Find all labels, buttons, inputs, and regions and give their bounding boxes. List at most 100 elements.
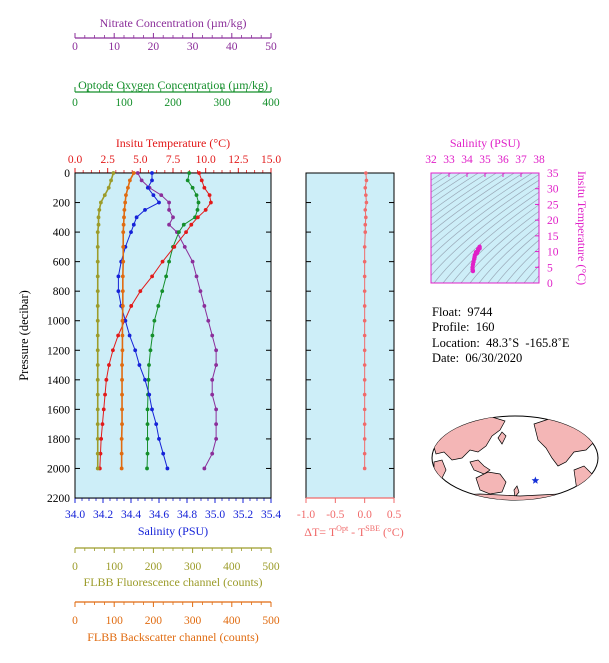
salinity-point <box>129 230 133 234</box>
temperature-point <box>104 377 109 382</box>
temperature-point <box>98 451 103 456</box>
nitrate-point <box>206 318 211 323</box>
backscatter-point <box>121 230 126 234</box>
backscatter-point <box>121 244 126 249</box>
salinity-point <box>137 363 142 367</box>
salinity-point <box>123 318 128 323</box>
nitrate-point <box>182 244 187 249</box>
temperature-point <box>207 193 212 198</box>
dt-point <box>362 318 367 323</box>
nitrate-point <box>214 437 219 441</box>
oxygen-point <box>187 171 192 175</box>
nitrate-point <box>139 178 144 183</box>
fluorescence-point <box>95 318 100 323</box>
salinity-axis-tick-label: 35.4 <box>261 509 281 521</box>
ts-isopycnal <box>523 265 539 283</box>
salinity-point <box>116 274 121 279</box>
pressure-tick-label: 1200 <box>47 345 70 357</box>
top-axes: 0 10 20 30 40 50 Nitrate Concentration (µm/kg)… <box>68 16 281 174</box>
salinity-axis-tick-label: 34.2 <box>93 509 113 521</box>
salinity-point <box>116 289 121 294</box>
pressure-tick-label: 2200 <box>47 493 70 505</box>
dt-point <box>362 422 367 426</box>
dt-panel <box>305 172 395 499</box>
fluorescence-point <box>95 422 100 427</box>
salinity-axis-tick-label: 35.0 <box>205 509 225 521</box>
salinity-point <box>131 222 136 227</box>
temperature-point <box>197 171 202 175</box>
oxygen-axis-tick-label: 200 <box>164 97 182 109</box>
fluorescence-point <box>95 289 100 294</box>
nitrate-point <box>214 422 219 427</box>
backscatter-point <box>124 193 128 198</box>
nitrate-axis-tick-label: 30 <box>187 41 199 53</box>
backscatter-point <box>120 289 125 294</box>
fluorescence-point <box>95 304 100 308</box>
nitrate-point <box>167 208 171 212</box>
nitrate-point <box>198 289 203 294</box>
dt-point <box>362 245 367 249</box>
nitrate-point <box>159 193 164 198</box>
backscatter-axis-tick-label: 500 <box>262 615 280 627</box>
dt-point <box>363 222 368 227</box>
oxygen-point <box>176 230 181 234</box>
oxygen-point <box>145 407 150 412</box>
backscatter-axis-label: FLBB Backscatter channel (counts) <box>87 630 259 644</box>
temperature-point <box>101 407 106 412</box>
profile-number: Profile: 160 <box>432 320 495 334</box>
dt-point <box>362 378 367 382</box>
ts-x-tick-label: 34 <box>461 154 473 166</box>
nitrate-axis-tick-label: 50 <box>265 41 277 53</box>
backscatter-point <box>119 466 124 471</box>
backscatter-point <box>131 171 136 175</box>
backscatter-axis-tick-label: 300 <box>184 615 202 627</box>
fluorescence-point <box>95 466 100 471</box>
salinity-point <box>147 392 152 397</box>
fluorescence-axis-tick-label: 300 <box>184 561 202 573</box>
nitrate-axis-tick-label: 40 <box>226 41 238 53</box>
ts-y-tick-label: 0 <box>547 278 553 290</box>
oxygen-point <box>164 274 169 279</box>
fluorescence-axis-tick-label: 100 <box>106 561 124 573</box>
ts-isopycnal <box>431 173 488 212</box>
ts-isopycnal <box>431 185 539 277</box>
ts-y-tick-label: 30 <box>547 184 559 196</box>
oxygen-axis-tick-label: 100 <box>115 97 133 109</box>
dt-x-tick-label: 0.0 <box>357 509 372 521</box>
salinity-point <box>145 185 150 190</box>
salinity-point <box>150 171 154 175</box>
ts-isopycnal <box>431 173 497 219</box>
temperature-point <box>202 185 207 190</box>
bottom-axes: 34.0 34.2 34.4 34.6 34.8 35.0 35.2 35.4 Salinity… <box>65 497 281 644</box>
nitrate-point <box>214 348 219 353</box>
temperature-point <box>184 230 188 234</box>
float-id: Float: 9744 <box>432 305 493 319</box>
backscatter-point <box>123 200 128 205</box>
dt-point <box>362 333 367 338</box>
ts-x-tick-label: 32 <box>425 154 437 166</box>
salinity-axis-tick-label: 35.2 <box>233 509 253 521</box>
oxygen-axis-label: Optode Oxygen Concentration (µm/kg) <box>78 78 268 92</box>
backscatter-point <box>120 377 124 382</box>
temperature-point <box>110 348 115 353</box>
backscatter-point <box>120 363 124 367</box>
fluorescence-point <box>95 348 100 353</box>
map-landmass <box>589 416 598 427</box>
dt-point <box>362 348 367 353</box>
dt-x-axis-label: ΔT= TOpt - TSBE (°C) <box>304 524 404 539</box>
fluorescence-point <box>95 363 100 367</box>
pressure-tick-label: 0 <box>64 168 70 180</box>
fluorescence-point <box>95 333 100 338</box>
float-location-marker <box>531 476 540 484</box>
nitrate-point <box>194 274 199 279</box>
pressure-tick-label: 1800 <box>47 434 70 446</box>
profile-y-axis: 0 200 400 600 800 1000 1200 1400 1600 1800 2000 220… <box>17 168 271 505</box>
fluorescence-point <box>95 377 100 382</box>
backscatter-point <box>121 259 126 264</box>
salinity-axis-tick-label: 34.4 <box>121 509 141 521</box>
dt-point <box>364 193 368 197</box>
oxygen-point <box>145 466 149 471</box>
oxygen-point <box>150 333 155 338</box>
backscatter-point <box>121 222 126 227</box>
fluorescence-point <box>109 178 113 183</box>
